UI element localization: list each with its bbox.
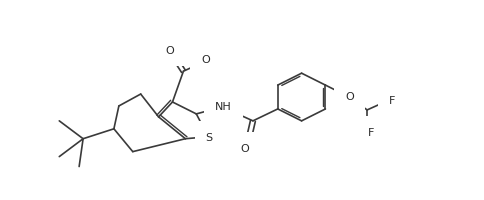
Text: F: F	[367, 127, 374, 137]
Text: NH: NH	[214, 101, 231, 111]
Text: O: O	[344, 92, 353, 102]
Text: O: O	[200, 55, 209, 65]
Text: S: S	[205, 132, 212, 142]
Text: O: O	[165, 46, 174, 56]
Text: F: F	[388, 96, 394, 105]
Text: O: O	[240, 143, 249, 153]
